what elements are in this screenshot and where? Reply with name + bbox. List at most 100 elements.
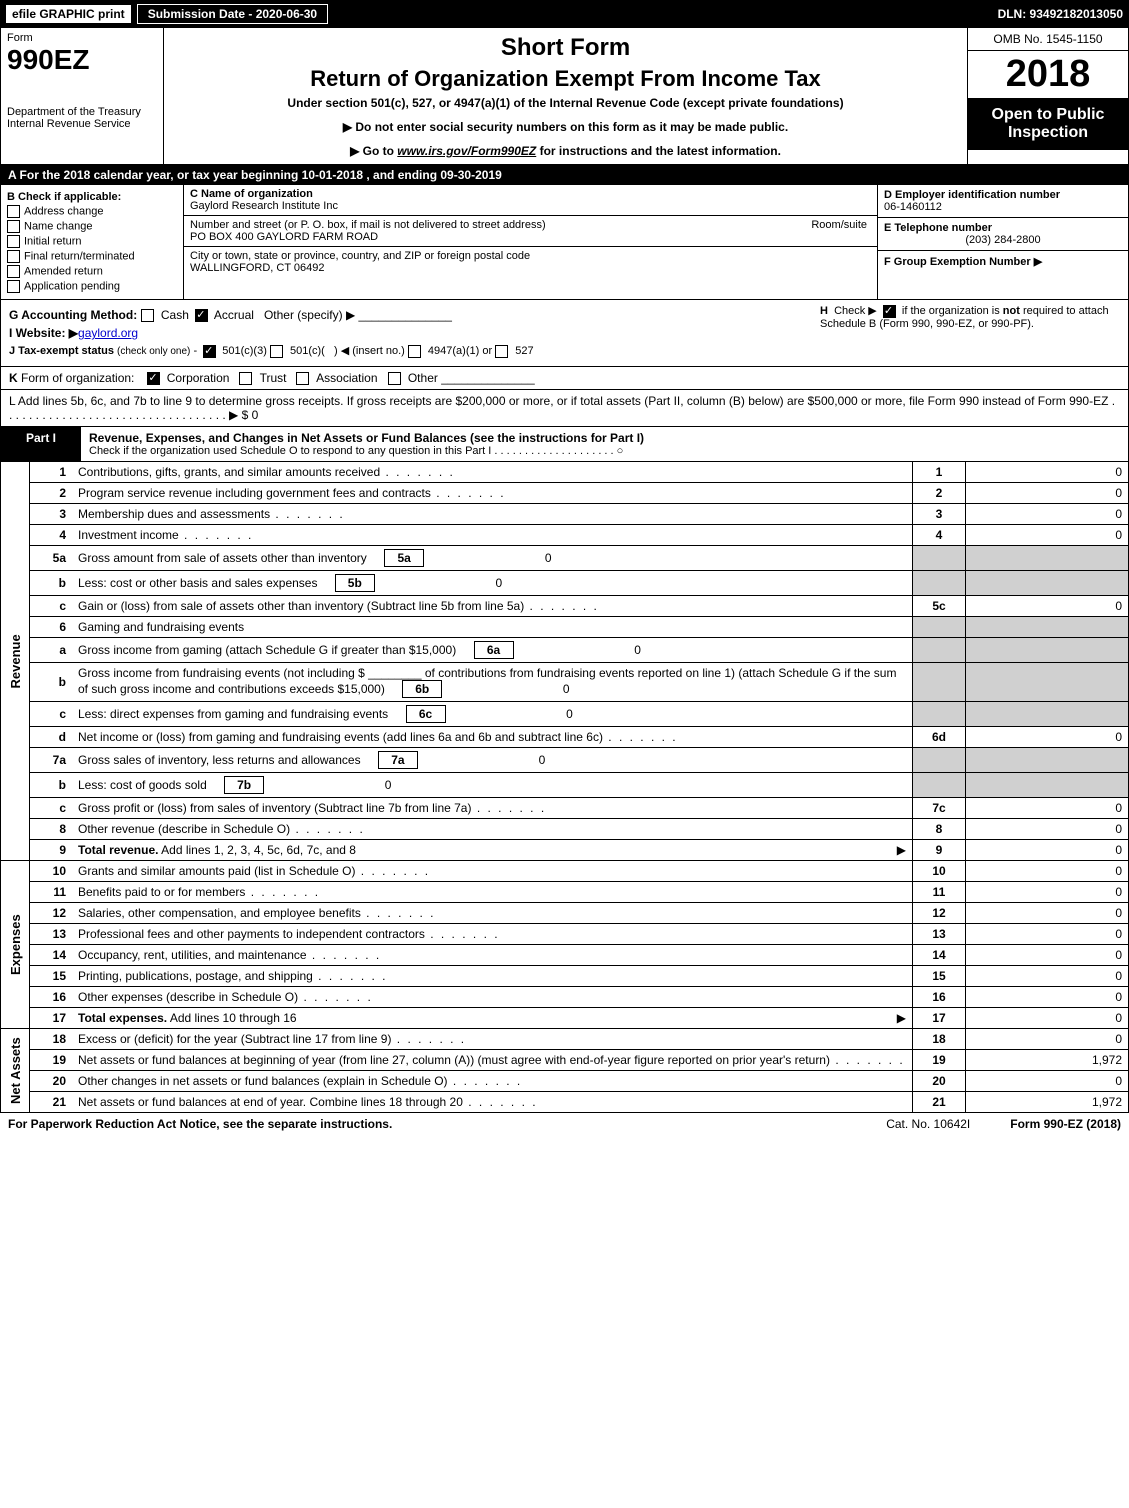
line-number: 12 — [30, 903, 73, 924]
chk-4947[interactable] — [408, 345, 421, 358]
ein-value: 06-1460112 — [884, 201, 942, 213]
chk-cash[interactable] — [141, 309, 154, 322]
line-number: 9 — [30, 840, 73, 861]
form-reference: Form 990-EZ (2018) — [1010, 1117, 1121, 1131]
line-description: Program service revenue including govern… — [72, 483, 913, 504]
table-row: 20Other changes in net assets or fund ba… — [1, 1071, 1129, 1092]
chk-527[interactable] — [495, 345, 508, 358]
inline-line-box: 5b — [335, 574, 375, 592]
chk-initial-return[interactable]: Initial return — [7, 235, 177, 248]
chk-schedule-b[interactable] — [883, 305, 896, 318]
chk-501c[interactable] — [270, 345, 283, 358]
line-amount: 0 — [966, 1029, 1129, 1050]
line-amount: 0 — [966, 840, 1129, 861]
chk-application-pending[interactable]: Application pending — [7, 280, 177, 293]
line-number: b — [30, 773, 73, 798]
efile-badge: efile GRAPHIC print — [6, 5, 131, 23]
line-amount: 0 — [966, 882, 1129, 903]
line-number: 21 — [30, 1092, 73, 1113]
chk-association[interactable] — [296, 372, 309, 385]
table-row: 4Investment income40 — [1, 525, 1129, 546]
line-number: 8 — [30, 819, 73, 840]
line-box-shaded — [913, 617, 966, 638]
inline-line-box: 6b — [402, 680, 442, 698]
website-link[interactable]: gaylord.org — [78, 326, 138, 340]
table-row: 14Occupancy, rent, utilities, and mainte… — [1, 945, 1129, 966]
chk-trust[interactable] — [239, 372, 252, 385]
header-right: OMB No. 1545-1150 2018 Open to Public In… — [967, 28, 1128, 164]
box-def: D Employer identification number 06-1460… — [877, 185, 1128, 299]
line-amount: 1,972 — [966, 1092, 1129, 1113]
line-description: Total revenue. Add lines 1, 2, 3, 4, 5c,… — [72, 840, 913, 861]
line-number: 18 — [30, 1029, 73, 1050]
line-box: 5c — [913, 596, 966, 617]
line-amount: 0 — [966, 966, 1129, 987]
table-row: Expenses10Grants and similar amounts pai… — [1, 861, 1129, 882]
line-box-shaded — [913, 638, 966, 663]
header-center: Short Form Return of Organization Exempt… — [164, 28, 967, 164]
inline-amount: 0 — [271, 778, 391, 792]
line-description: Total expenses. Add lines 10 through 16 … — [72, 1008, 913, 1029]
line-amount: 0 — [966, 1071, 1129, 1092]
table-row: Revenue1Contributions, gifts, grants, an… — [1, 462, 1129, 483]
line-number: 6 — [30, 617, 73, 638]
address-row: Number and street (or P. O. box, if mail… — [184, 216, 877, 247]
line-description: Gross income from fundraising events (no… — [72, 663, 913, 702]
instructions-note: ▶ Go to www.irs.gov/Form990EZ for instru… — [174, 144, 957, 158]
submission-date: Submission Date - 2020-06-30 — [137, 4, 328, 24]
line-amount: 0 — [966, 727, 1129, 748]
line-box: 8 — [913, 819, 966, 840]
line-i: I Website: ▶gaylord.org — [9, 326, 810, 340]
line-box: 10 — [913, 861, 966, 882]
line-description: Other changes in net assets or fund bala… — [72, 1071, 913, 1092]
line-number: c — [30, 702, 73, 727]
line-box: 21 — [913, 1092, 966, 1113]
table-row: bLess: cost of goods sold 7b 0 — [1, 773, 1129, 798]
department-label: Department of the Treasury Internal Reve… — [7, 106, 157, 130]
omb-number: OMB No. 1545-1150 — [968, 28, 1128, 51]
chk-corporation[interactable] — [147, 372, 160, 385]
irs-link[interactable]: www.irs.gov/Form990EZ — [397, 144, 536, 158]
phone-row: E Telephone number (203) 284-2800 — [878, 218, 1128, 251]
org-name: Gaylord Research Institute Inc — [190, 200, 338, 212]
part1-header: Part I Revenue, Expenses, and Changes in… — [0, 427, 1129, 462]
section-label: Net Assets — [1, 1029, 30, 1113]
line-j: J Tax-exempt status (check only one) - 5… — [9, 344, 810, 358]
line-number: c — [30, 596, 73, 617]
lines-table: Revenue1Contributions, gifts, grants, an… — [0, 462, 1129, 1113]
line-number: b — [30, 571, 73, 596]
box-b-title: B Check if applicable: — [7, 191, 177, 203]
chk-address-change[interactable]: Address change — [7, 205, 177, 218]
line-box: 4 — [913, 525, 966, 546]
line-description: Investment income — [72, 525, 913, 546]
table-row: 2Program service revenue including gover… — [1, 483, 1129, 504]
line-amount-shaded — [966, 748, 1129, 773]
line-amount: 0 — [966, 819, 1129, 840]
city-row: City or town, state or province, country… — [184, 247, 877, 277]
section-label: Expenses — [1, 861, 30, 1029]
f-label: F Group Exemption Number ▶ — [884, 256, 1042, 268]
line-amount-shaded — [966, 571, 1129, 596]
inline-line-box: 6c — [406, 705, 446, 723]
chk-accrual[interactable] — [195, 309, 208, 322]
cat-number: Cat. No. 10642I — [886, 1117, 970, 1131]
table-row: aGross income from gaming (attach Schedu… — [1, 638, 1129, 663]
line-number: d — [30, 727, 73, 748]
line-box: 7c — [913, 798, 966, 819]
chk-final-return[interactable]: Final return/terminated — [7, 250, 177, 263]
chk-other-org[interactable] — [388, 372, 401, 385]
line-box: 3 — [913, 504, 966, 525]
line-box-shaded — [913, 773, 966, 798]
line-number: 15 — [30, 966, 73, 987]
chk-name-change[interactable]: Name change — [7, 220, 177, 233]
chk-501c3[interactable] — [203, 345, 216, 358]
line-box: 15 — [913, 966, 966, 987]
addr-label: Number and street (or P. O. box, if mail… — [190, 219, 546, 231]
table-row: 11Benefits paid to or for members110 — [1, 882, 1129, 903]
chk-amended-return[interactable]: Amended return — [7, 265, 177, 278]
line-box: 16 — [913, 987, 966, 1008]
line-amount: 0 — [966, 596, 1129, 617]
table-row: 13Professional fees and other payments t… — [1, 924, 1129, 945]
line-description: Occupancy, rent, utilities, and maintena… — [72, 945, 913, 966]
line-description: Net income or (loss) from gaming and fun… — [72, 727, 913, 748]
